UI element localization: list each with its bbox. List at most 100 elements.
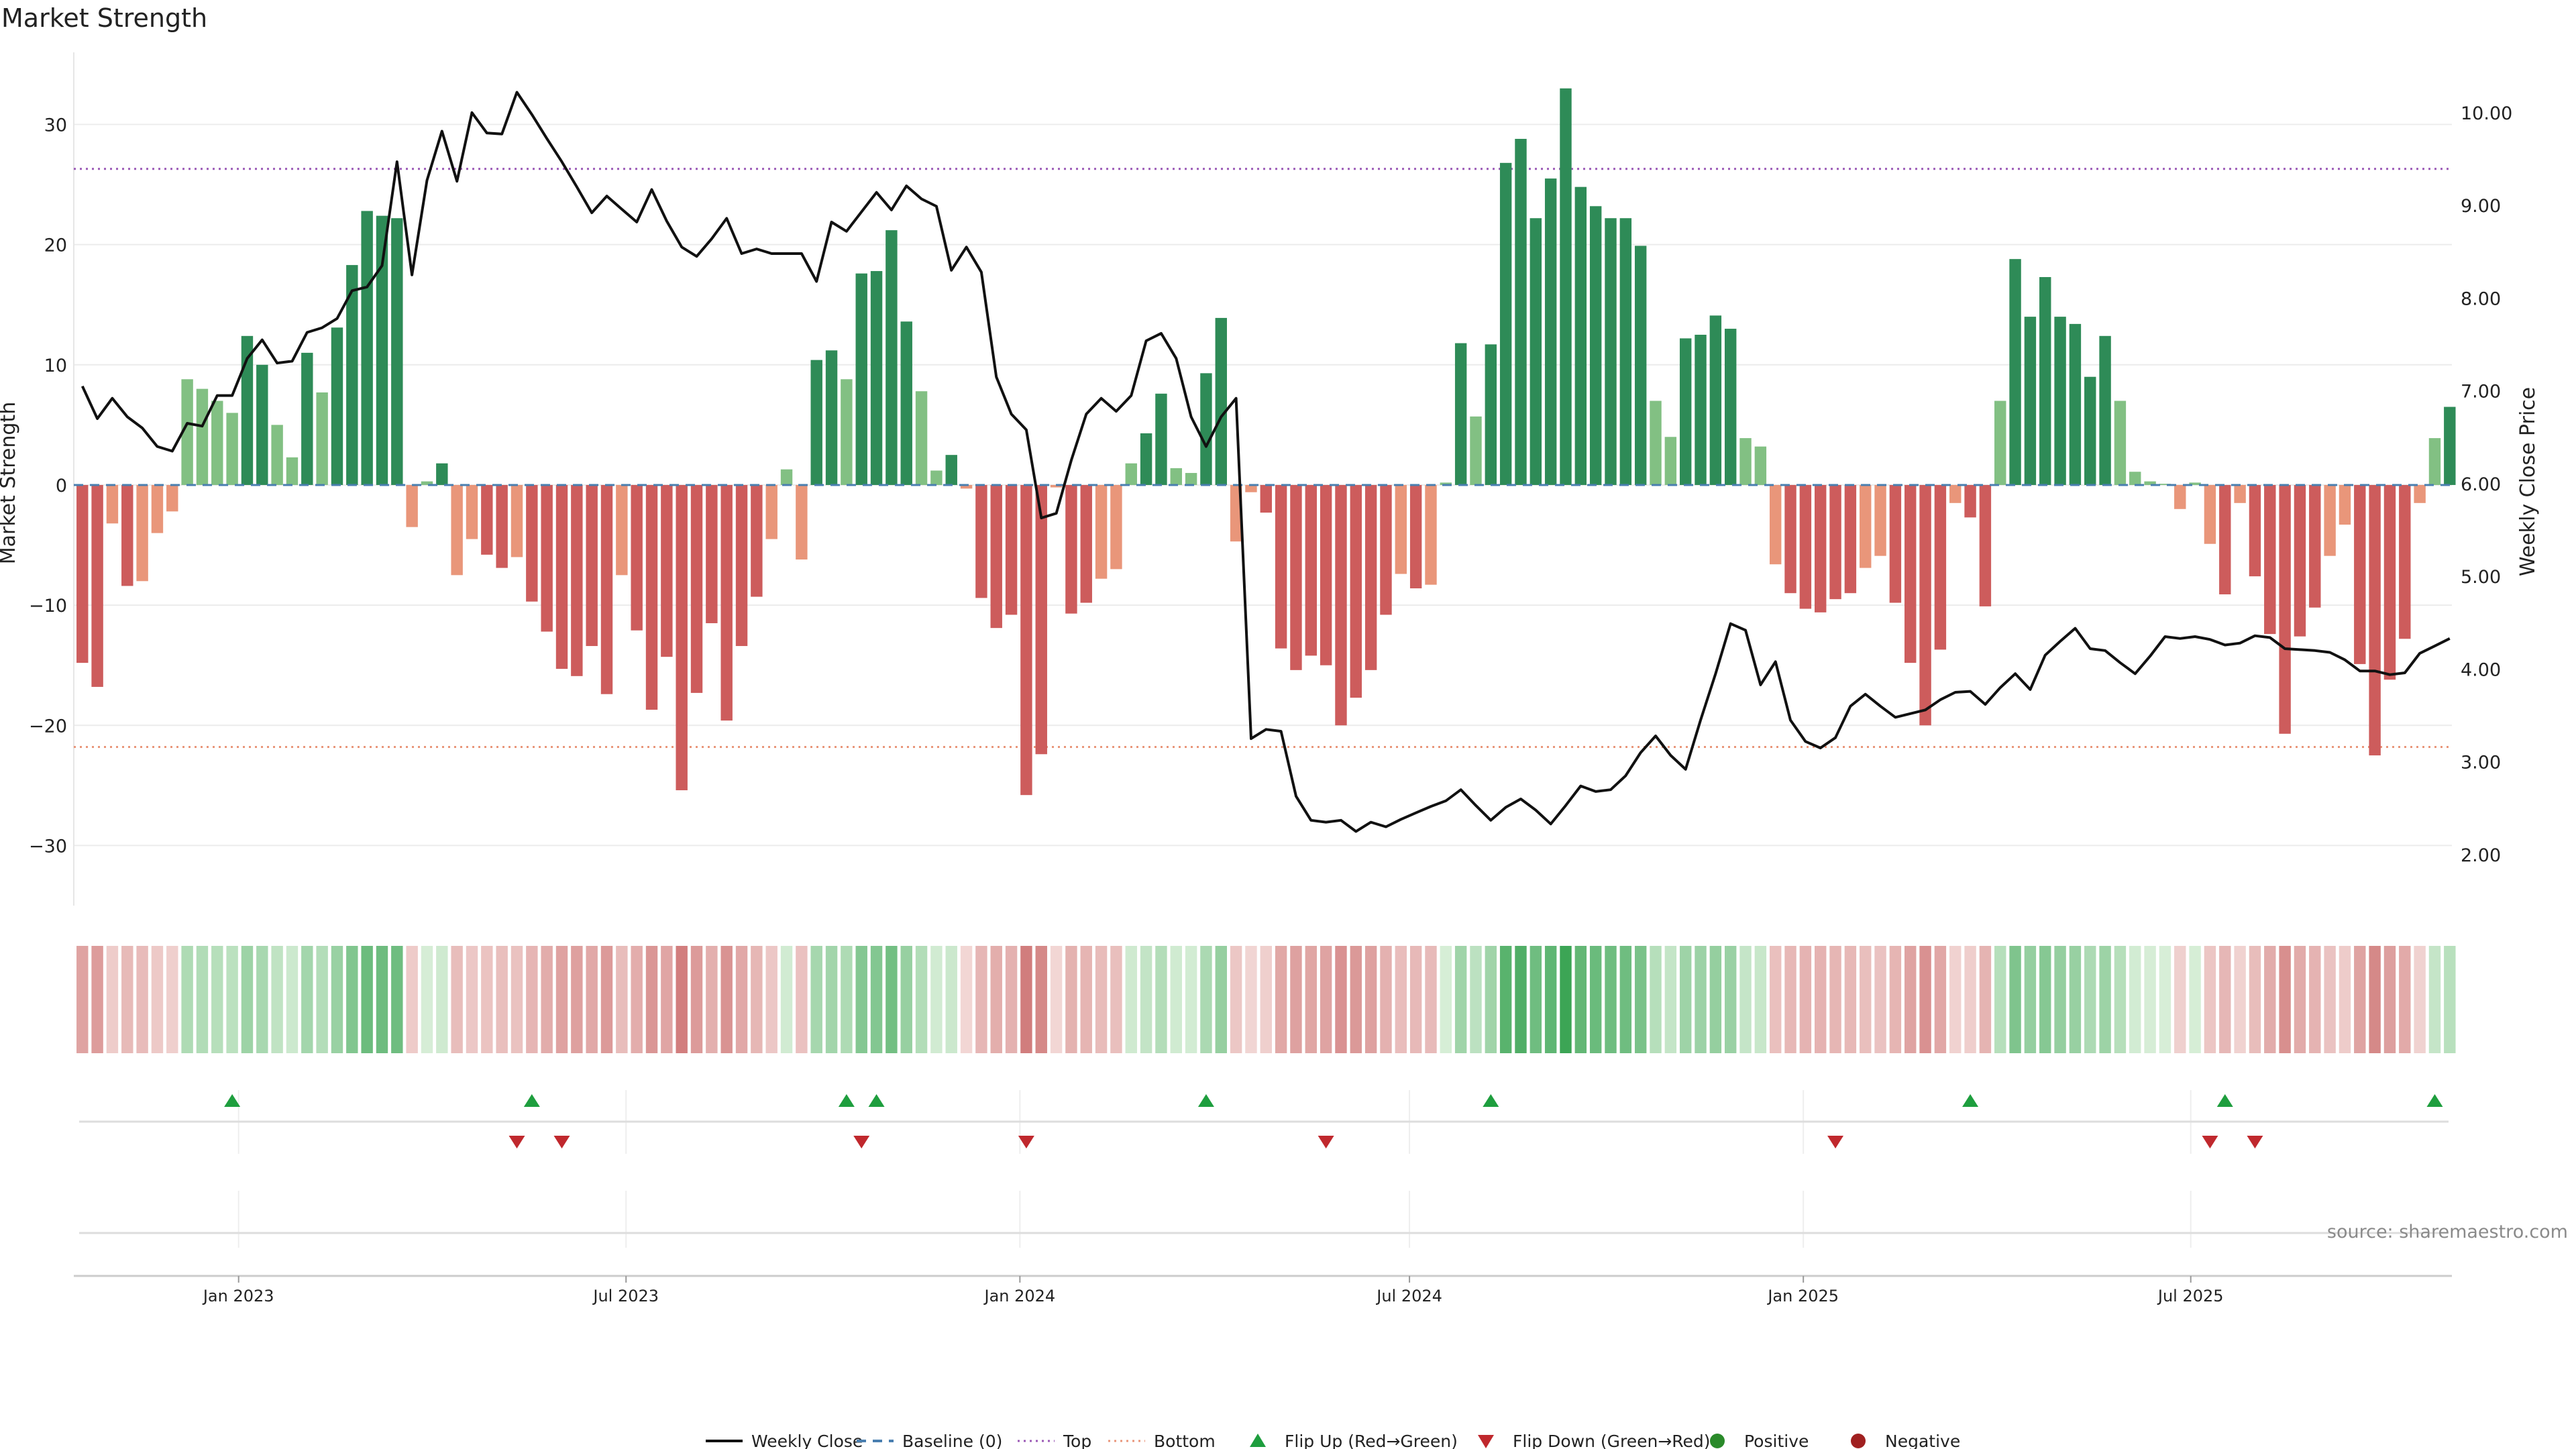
strip-cell [421,946,433,1053]
strength-bar [511,484,523,557]
strip-cell [226,946,238,1053]
strength-bar [1814,484,1827,612]
y-tick-label: 20 [44,235,67,256]
strength-bar [106,484,119,524]
strip-cell [690,946,703,1053]
y2-tick-label: 10.00 [2461,103,2512,124]
strength-bar [1844,484,1857,594]
strip-cell [2414,946,2426,1053]
strength-bar [451,484,463,576]
y2-tick-label: 5.00 [2461,567,2501,588]
strip-cell [765,946,777,1053]
strength-bar [2428,438,2441,485]
strength-bar [1260,484,1272,513]
strip-cell [1380,946,1392,1053]
strength-bar [1409,484,1422,589]
strip-cell [496,946,508,1053]
strength-bar [2054,317,2066,485]
source-credit: source: sharemaestro.com [2327,1222,2568,1242]
strip-cell [1664,946,1677,1053]
strip-cell [331,946,343,1053]
strip-cell [196,946,209,1053]
strip-cell [301,946,313,1053]
strength-bar [2339,484,2351,525]
strength-bar [391,218,403,485]
strength-bar [2414,484,2426,503]
flip-up-marker [2216,1094,2233,1107]
strength-bar [1380,484,1392,615]
x-axis: Jan 2023 Jul 2023 Jan 2024 Jul 2024 Jan 2025… [74,1275,2452,1305]
flip-down-marker [1827,1136,1844,1148]
strip-cell [2204,946,2216,1053]
y2-tick-label: 3.00 [2461,753,2501,773]
legend-swatch [1710,1434,1725,1448]
strength-bar [2294,484,2306,637]
strength-bar [945,455,957,485]
strip-cell [1185,946,1197,1053]
strength-bar [706,484,718,623]
y-tick-label: 10 [44,356,67,376]
strip-cell [1979,946,1992,1053]
strength-bar [1230,484,1242,542]
strip-cell [241,946,254,1053]
strip-cell [2399,946,2411,1053]
strength-bar [2264,484,2276,635]
strip-cell [2069,946,2082,1053]
strip-cell [1544,946,1557,1053]
y2-tick-label: 2.00 [2461,845,2501,866]
strength-bar [331,327,343,485]
strip-cell [286,946,299,1053]
strength-bar [1440,482,1452,485]
flip-down-marker [553,1136,570,1148]
reference-lines [74,168,2452,749]
y-tick-label: 30 [44,115,67,136]
strength-bar [181,379,193,485]
strength-bar [121,484,133,586]
strip-cell [2129,946,2141,1053]
strength-bar [765,484,777,539]
y2-tick-label: 9.00 [2461,196,2501,217]
strip-cell [2279,946,2291,1053]
strip-cell [1829,946,1841,1053]
strength-bar [855,273,867,485]
strength-bar [2444,407,2456,485]
legend-swatch [1250,1434,1266,1447]
strength-bar [1290,484,1302,670]
flip-up-marker [868,1094,885,1107]
strength-bar [960,484,973,489]
strip-cell [1275,946,1287,1053]
strip-cell [2428,946,2441,1053]
strip-cell [825,946,838,1053]
strength-bar [690,484,703,693]
strength-bar [2219,484,2231,594]
strip-cell [1769,946,1782,1053]
y-tick-label: −30 [29,836,67,857]
strength-bar [1829,484,1841,600]
strength-bar [1320,484,1332,665]
strip-cell [166,946,178,1053]
strength-bar [1005,484,1018,615]
x-tick-label: Jul 2024 [1375,1287,1442,1305]
strip-cell [1739,946,1752,1053]
strength-bar [1215,317,1227,485]
strength-bar [1889,484,1902,603]
strength-bar [2039,277,2051,485]
y-tick-label: 0 [56,476,67,496]
strength-bar [1695,335,1707,485]
strip-cell [106,946,119,1053]
strip-cell [2444,946,2456,1053]
strength-bar [586,484,598,647]
strength-bar [1964,484,1976,518]
strip-cell [1155,946,1167,1053]
legend-label: Negative [1885,1432,1960,1449]
strip-cell [1454,946,1467,1053]
legend-item: Bottom [1108,1432,1216,1449]
strip-cell [181,946,193,1053]
strength-strip [76,946,2456,1053]
strength-bar [2024,317,2037,485]
strength-bar [256,364,268,485]
strength-bar [481,484,493,555]
strength-bar [1095,484,1108,579]
strip-cell [631,946,643,1053]
strip-cell [2234,946,2246,1053]
